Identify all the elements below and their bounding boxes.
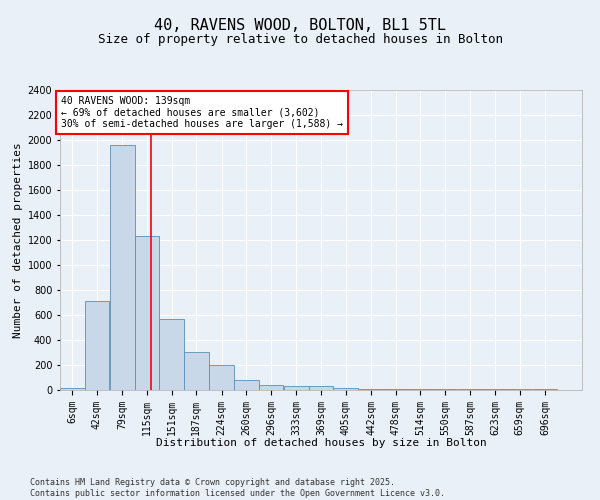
Bar — [334, 388, 358, 390]
Bar — [85, 301, 109, 390]
Text: Size of property relative to detached houses in Bolton: Size of property relative to detached ho… — [97, 32, 503, 46]
Bar — [259, 385, 283, 390]
Bar — [234, 380, 259, 390]
Bar — [60, 388, 85, 390]
Bar — [359, 389, 383, 390]
Text: Contains HM Land Registry data © Crown copyright and database right 2025.
Contai: Contains HM Land Registry data © Crown c… — [30, 478, 445, 498]
Text: 40 RAVENS WOOD: 139sqm
← 69% of detached houses are smaller (3,602)
30% of semi-: 40 RAVENS WOOD: 139sqm ← 69% of detached… — [61, 96, 343, 130]
Bar — [160, 319, 184, 390]
Bar — [134, 236, 160, 390]
Bar — [184, 352, 209, 390]
Y-axis label: Number of detached properties: Number of detached properties — [13, 142, 23, 338]
Bar — [308, 386, 334, 390]
Bar — [110, 145, 134, 390]
Text: 40, RAVENS WOOD, BOLTON, BL1 5TL: 40, RAVENS WOOD, BOLTON, BL1 5TL — [154, 18, 446, 32]
X-axis label: Distribution of detached houses by size in Bolton: Distribution of detached houses by size … — [155, 438, 487, 448]
Bar — [209, 365, 234, 390]
Bar — [284, 386, 308, 390]
